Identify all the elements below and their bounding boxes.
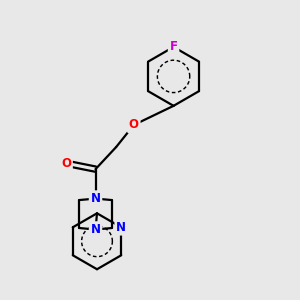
Text: N: N xyxy=(91,223,100,236)
Text: N: N xyxy=(116,221,126,234)
Text: O: O xyxy=(129,118,139,131)
Text: N: N xyxy=(91,192,100,205)
Text: O: O xyxy=(61,157,71,170)
Text: F: F xyxy=(169,40,178,53)
